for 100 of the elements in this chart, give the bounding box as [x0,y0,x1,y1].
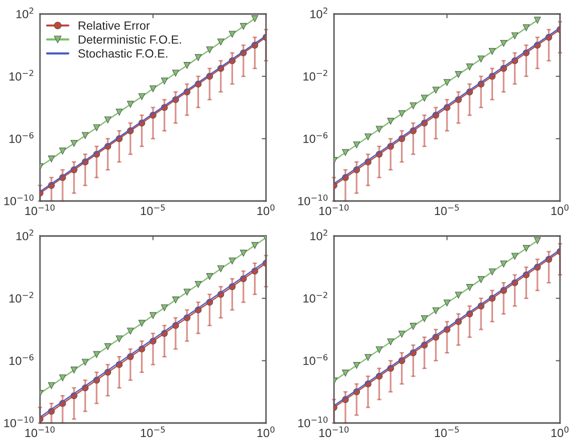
point [70,366,78,374]
point [478,56,484,62]
point [342,149,349,156]
point [93,351,100,358]
y-tick-label: 10$^{−6}$ [9,354,34,365]
point [376,346,383,354]
point [410,102,417,110]
point [511,32,518,40]
point [138,93,146,100]
point [522,245,530,252]
point [455,71,462,78]
legend-label: Stochastic F.O.E. [78,48,168,58]
y-tick-label: 10$^{−2}$ [9,292,34,303]
point [376,126,383,133]
point [251,242,258,249]
point [466,64,474,70]
point [534,16,541,24]
point [240,23,247,30]
point [116,335,123,342]
point [511,252,518,260]
point [104,116,112,124]
point [126,328,134,334]
point [104,343,112,350]
point [500,260,508,268]
point [194,280,202,288]
point [206,273,214,280]
x-tick-label: 10$^{−5}$ [434,426,459,438]
point [228,258,236,264]
x-tick-label: 10$^{−10}$ [25,426,55,438]
legend-label: Relative Error [78,21,150,30]
y-tick-label: 10$^{−6}$ [9,132,34,143]
point [500,40,508,47]
point [184,288,190,296]
x-tick-label: 10$^{−5}$ [140,426,165,438]
legend-label: Deterministic F.O.E. [78,35,181,44]
point [82,358,89,366]
y-tick-label: 10$^{−10}$ [4,194,34,206]
point [48,382,55,390]
y-tick-label: 10$^{2}$ [310,8,328,18]
point [387,118,394,125]
point [444,79,450,86]
point [184,62,190,69]
point [172,70,180,77]
y-tick-label: 10$^{−10}$ [4,416,34,428]
point [534,237,541,244]
point [206,46,214,54]
point [93,124,100,132]
point [138,320,146,327]
x-tick-label: 10$^{0}$ [257,204,275,216]
y-tick-label: 10$^{−10}$ [298,194,328,206]
x-tick-label: 10$^{−5}$ [140,204,165,216]
point [48,156,55,162]
point [172,296,180,304]
point [342,370,349,376]
point [228,30,236,38]
point [387,338,394,346]
y-tick-label: 10$^{−6}$ [303,354,328,365]
y-tick-label: 10$^{−6}$ [303,132,328,143]
point [410,322,417,330]
point [420,94,428,102]
point [455,292,462,299]
point [150,85,156,92]
x-tick-label: 10$^{−10}$ [319,204,349,216]
x-tick-label: 10$^{0}$ [257,426,275,438]
point [126,100,134,108]
y-tick-label: 10$^{−2}$ [303,292,328,303]
y-tick-label: 10$^{−10}$ [298,416,328,428]
y-tick-label: 10$^{−2}$ [9,70,34,81]
point [70,140,78,147]
point [150,312,156,319]
point [217,38,224,46]
point [353,141,360,148]
x-tick-label: 10$^{−10}$ [319,426,349,438]
point [432,307,440,314]
point [466,284,474,291]
point [364,354,372,361]
y-tick-label: 10$^{2}$ [310,230,328,240]
point [240,250,247,257]
x-tick-label: 10$^{0}$ [551,204,569,216]
point [488,268,496,276]
point [161,78,168,84]
point [522,24,530,32]
x-tick-label: 10$^{−5}$ [434,204,459,216]
y-tick-label: 10$^{2}$ [16,230,34,240]
point [353,362,360,369]
point [488,48,496,55]
point [161,304,168,312]
point [398,330,406,338]
point [432,86,440,94]
point [116,108,123,116]
point [59,148,66,154]
point [82,132,89,139]
point [478,276,484,283]
point [364,133,372,140]
point [398,110,406,118]
point [194,54,202,61]
x-tick-label: 10$^{−10}$ [25,204,55,216]
point [251,15,258,22]
point [217,265,224,272]
y-tick-label: 10$^{2}$ [16,8,34,18]
